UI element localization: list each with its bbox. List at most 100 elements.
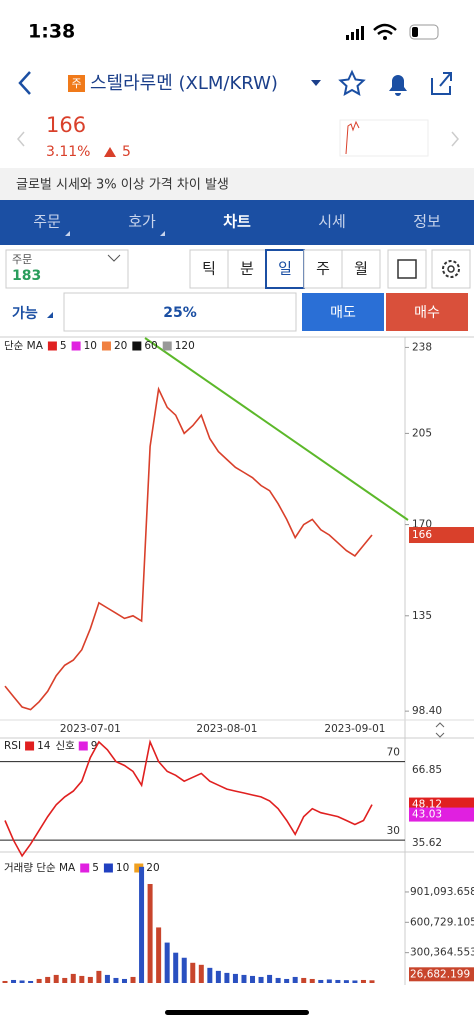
sell-btn[interactable]: [302, 293, 384, 331]
volume-bar: [284, 978, 290, 983]
legend-prefix: RSI: [4, 740, 21, 752]
tab[interactable]: 정보: [413, 213, 441, 231]
bell[interactable]: [389, 75, 407, 96]
buy-btn[interactable]: [386, 293, 468, 331]
volume-bar: [113, 977, 119, 983]
legend-name: 5: [60, 340, 67, 352]
volume-bar: [224, 972, 230, 983]
legend-swatch: [80, 863, 90, 873]
volume-bar: [173, 952, 179, 983]
settings-btn[interactable]: [431, 249, 471, 289]
volume-bar: [190, 962, 196, 983]
volume-bar: [267, 974, 273, 983]
tab-caret: [65, 231, 70, 236]
volume-bar: [53, 974, 59, 983]
legend-name: 5: [92, 862, 99, 874]
share[interactable]: [431, 72, 452, 95]
x-tick-label: 2023-09-01: [324, 723, 385, 735]
line: [4, 739, 373, 858]
rsi-stat: 66.85: [412, 764, 442, 776]
change-pct: 3.11%: [46, 144, 90, 160]
volume-bar: [352, 980, 358, 983]
volume-bar: [369, 980, 375, 983]
volume-bar: [11, 979, 17, 983]
legend-swatch: [132, 341, 142, 351]
mini-line: [345, 120, 360, 155]
ratio-box[interactable]: [63, 292, 297, 332]
legend-name: 60: [144, 340, 157, 352]
next[interactable]: [451, 131, 459, 147]
gear: [442, 260, 460, 278]
last-price: 166: [412, 529, 432, 541]
volume-bar: [343, 980, 349, 983]
tab[interactable]: 차트: [223, 213, 251, 231]
back[interactable]: [18, 71, 31, 95]
y-tick-label: 600,729.105: [410, 916, 474, 928]
tab-caret: [160, 231, 165, 236]
period-btn[interactable]: [265, 249, 305, 289]
title[interactable]: 스텔라루멘 (XLM/KRW): [90, 73, 278, 94]
signal-last: 43.03: [412, 809, 442, 821]
draw-btn[interactable]: [387, 249, 427, 289]
price: 166: [46, 113, 86, 137]
legend-name: 10: [116, 862, 129, 874]
order-label: 주문: [12, 253, 32, 266]
volume-last-box: [409, 967, 474, 982]
home-bar: [165, 1010, 309, 1015]
mini-chart: [339, 119, 429, 157]
dropdown[interactable]: [311, 80, 321, 86]
time: 1:38: [28, 21, 75, 43]
period-btn[interactable]: [189, 249, 229, 289]
legend-name: 120: [175, 340, 195, 352]
volume-bar: [275, 977, 281, 983]
x-tick-label: 2023-08-01: [196, 723, 257, 735]
badge: [68, 75, 85, 92]
rsi-stat: 35.62: [412, 837, 442, 849]
volume-bar: [241, 974, 247, 983]
volume-bar: [198, 964, 204, 983]
up-arrow: [104, 147, 116, 157]
volume-bar: [207, 967, 213, 983]
resize[interactable]: [435, 722, 445, 738]
chevron: [107, 254, 121, 262]
badge-text: 주: [71, 77, 81, 90]
status-icons: [346, 23, 439, 40]
volume-bar: [62, 977, 68, 983]
rsi-last: 48.12: [412, 799, 442, 811]
volume-bar: [121, 978, 127, 983]
volume-bar: [139, 866, 145, 983]
period-btn[interactable]: [303, 249, 343, 289]
level-label: 70: [387, 747, 400, 759]
star[interactable]: [338, 69, 366, 96]
volume-bar: [70, 973, 76, 983]
period-label: 틱: [202, 260, 216, 278]
y-tick-label: 98.40: [412, 705, 442, 717]
volume-bar: [45, 976, 51, 983]
order-box[interactable]: [5, 249, 129, 289]
volume-bar: [258, 976, 264, 983]
tab[interactable]: 호가: [128, 213, 156, 231]
volume-bar: [96, 970, 102, 983]
y-tick-label: 300,364.553: [410, 947, 474, 959]
avail-label[interactable]: 가능: [12, 306, 38, 322]
tab-bar: [0, 200, 474, 245]
legend-label: 단순 MA: [4, 340, 44, 352]
tab[interactable]: 시세: [318, 213, 346, 231]
tab[interactable]: 주문: [33, 213, 61, 231]
period-label: 일: [278, 260, 292, 278]
legend-name: 20: [114, 340, 127, 352]
period-btn[interactable]: [341, 249, 381, 289]
last-price-box: [409, 527, 474, 544]
y-tick-label: 135: [412, 610, 432, 622]
volume-bar: [181, 957, 187, 983]
period-btn[interactable]: [227, 249, 267, 289]
prev[interactable]: [17, 131, 25, 147]
signal-last-box: [409, 807, 474, 822]
volume-bar: [147, 883, 153, 983]
volume-bar: [2, 980, 8, 983]
y-tick-label: 901,093.658: [410, 886, 474, 898]
x-tick-label: 2023-07-01: [60, 723, 121, 735]
legend-name: 20: [146, 862, 159, 874]
volume-bar: [79, 975, 85, 983]
